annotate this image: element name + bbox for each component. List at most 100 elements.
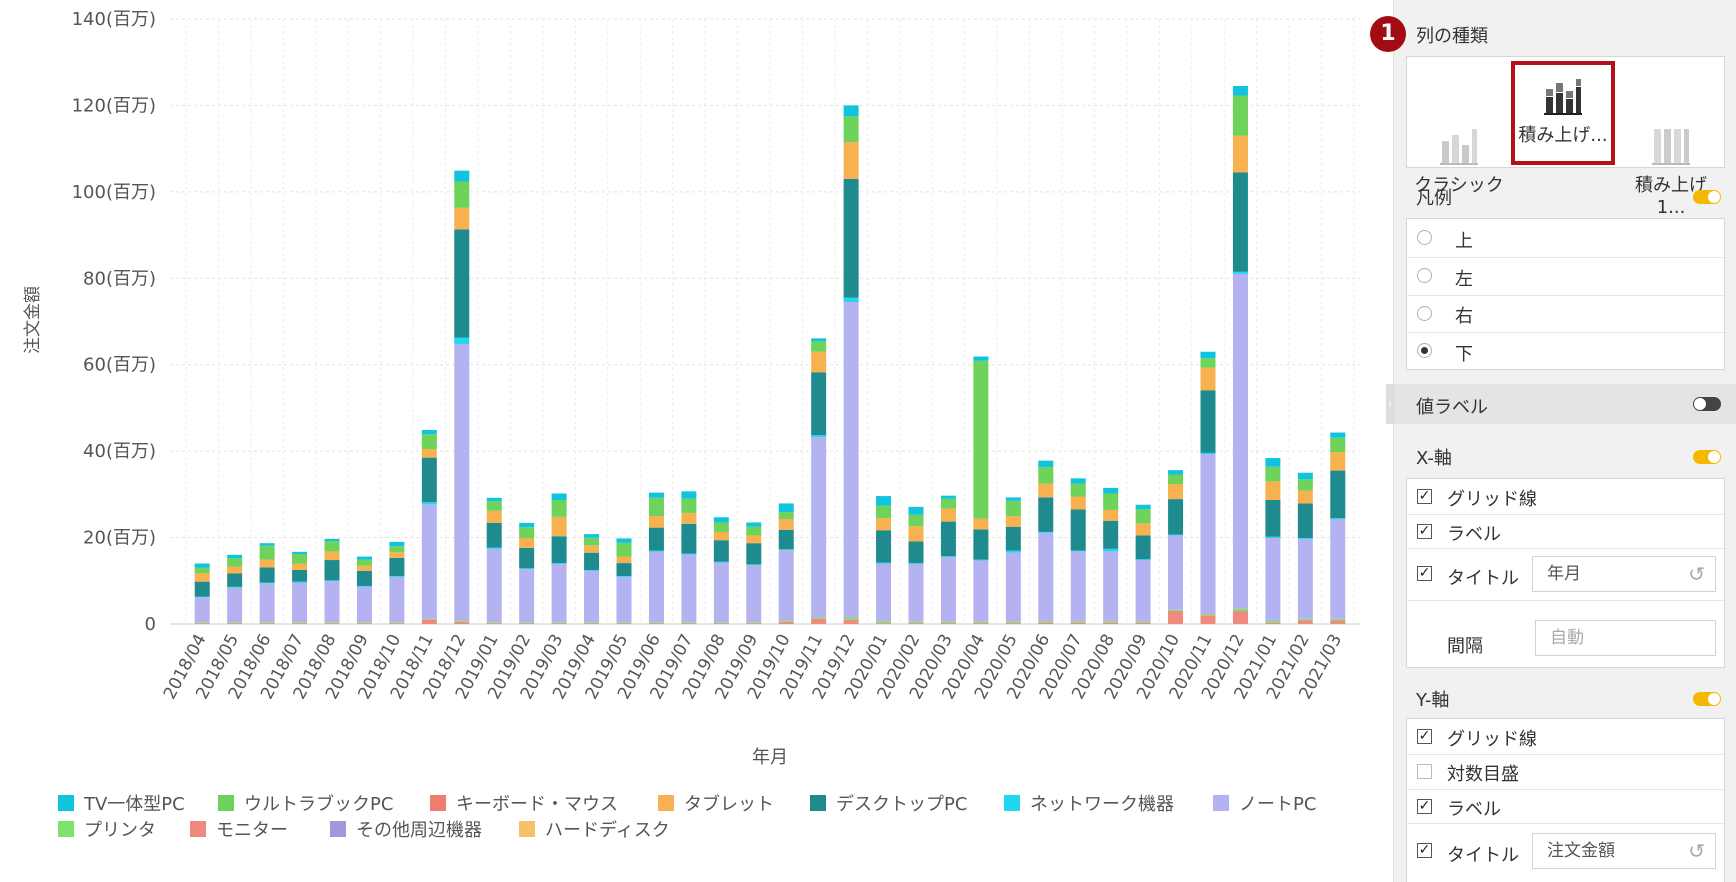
legend-item[interactable]: キーボード・マウス	[430, 790, 618, 816]
radio-bottom[interactable]	[1417, 343, 1432, 358]
bar-segment	[1232, 85, 1248, 96]
y-axis-toggle[interactable]	[1693, 692, 1721, 706]
bar-segment	[1005, 497, 1021, 501]
legend-item[interactable]: TV一体型PC	[58, 790, 185, 816]
bar-segment	[551, 623, 567, 624]
bar-segment	[908, 514, 924, 527]
bar-segment	[778, 512, 794, 519]
legend-toggle[interactable]	[1693, 190, 1721, 204]
bar-segment	[454, 170, 470, 182]
legend-label: タブレット	[684, 794, 774, 815]
y-title-checkbox[interactable]: ✓	[1417, 842, 1432, 858]
radio-top[interactable]	[1417, 230, 1432, 245]
bar-segment	[876, 562, 892, 564]
collapse-handle[interactable]: ›	[1386, 384, 1394, 424]
x-interval-input[interactable]: 自動	[1535, 620, 1716, 656]
reset-icon[interactable]: ↺	[1688, 839, 1705, 863]
bar-segment	[259, 545, 275, 560]
bar-segment	[1330, 518, 1346, 520]
bar-segment	[648, 623, 664, 624]
legend-item[interactable]: ネットワーク機器	[1004, 790, 1174, 816]
bar-segment	[1168, 535, 1184, 610]
legend-item[interactable]: その他周辺機器	[330, 816, 482, 842]
y-log-row[interactable]: 対数目盛	[1407, 754, 1724, 790]
bar-segment	[389, 623, 405, 624]
bar-segment	[519, 569, 535, 623]
x-label-checkbox[interactable]: ✓	[1417, 523, 1432, 539]
radio-right[interactable]	[1417, 306, 1432, 321]
bar-segment	[778, 620, 794, 622]
y-log-checkbox[interactable]	[1417, 764, 1432, 779]
reset-icon[interactable]: ↺	[1688, 562, 1705, 586]
legend-option-right[interactable]: 右	[1407, 295, 1724, 333]
y-tick-label: 140(百万)	[72, 9, 156, 30]
bar-segment	[227, 554, 243, 559]
y-label-checkbox[interactable]: ✓	[1417, 798, 1432, 814]
y-title-input[interactable]: 注文金額 ↺	[1532, 833, 1716, 869]
bar-segment	[1005, 623, 1021, 624]
legend-option-left[interactable]: 左	[1407, 257, 1724, 296]
x-label-row[interactable]: ✓ ラベル	[1407, 514, 1724, 549]
bar-segment	[1200, 358, 1216, 368]
bar-segment	[616, 563, 632, 577]
bar-segment	[681, 491, 697, 499]
bar-segment	[551, 499, 567, 517]
column-type-classic[interactable]: クラシック	[1407, 115, 1511, 221]
y-tick-label: 100(百万)	[72, 182, 156, 203]
radio-left[interactable]	[1417, 268, 1432, 283]
legend-label: ネットワーク機器	[1030, 794, 1174, 815]
bar-segment	[1103, 487, 1119, 494]
bar-segment	[1232, 135, 1248, 173]
column-type-stacked[interactable]: 積み上げ...	[1511, 61, 1615, 165]
bar-segment	[1135, 560, 1151, 622]
y-label-label: ラベル	[1447, 799, 1501, 820]
bar-segment	[746, 623, 762, 624]
legend-item[interactable]: プリンタ	[58, 816, 156, 842]
bar-segment	[1200, 454, 1216, 615]
bar-segment	[648, 515, 664, 528]
bar-segment	[194, 597, 210, 623]
legend-item[interactable]: モニター	[190, 816, 288, 842]
bar-segment	[1070, 551, 1086, 622]
bar-segment	[194, 622, 210, 624]
y-title-value: 注文金額	[1547, 841, 1615, 861]
value-label-row: 値ラベル	[1394, 384, 1736, 424]
x-title-checkbox[interactable]: ✓	[1417, 565, 1432, 581]
x-grid-checkbox[interactable]: ✓	[1417, 488, 1432, 504]
bar-segment	[1070, 622, 1086, 624]
bar-segment	[584, 552, 600, 570]
bar-segment	[1168, 470, 1184, 475]
y-label-row[interactable]: ✓ ラベル	[1407, 789, 1724, 824]
bar-segment	[486, 497, 502, 502]
bar-segment	[1038, 460, 1054, 468]
bar-segment	[616, 538, 632, 543]
bar-segment	[389, 552, 405, 558]
legend-option-bottom[interactable]: 下	[1407, 332, 1724, 370]
bar-segment	[876, 518, 892, 531]
value-label-toggle[interactable]	[1693, 397, 1721, 411]
x-grid-row[interactable]: ✓ グリッド線	[1407, 479, 1724, 515]
bar-segment	[551, 622, 567, 624]
x-axis-toggle[interactable]	[1693, 450, 1721, 464]
legend-item[interactable]: ウルトラブックPC	[218, 790, 393, 816]
bar-segment	[1135, 621, 1151, 623]
bar-segment	[973, 356, 989, 361]
x-title-input[interactable]: 年月 ↺	[1532, 556, 1716, 592]
legend-option-top[interactable]: 上	[1407, 219, 1724, 258]
legend-label: モニター	[216, 820, 288, 841]
legend-item[interactable]: デスクトップPC	[810, 790, 967, 816]
legend-item[interactable]: ノートPC	[1213, 790, 1316, 816]
column-type-classic-label: クラシック	[1414, 175, 1504, 196]
bar-segment	[1232, 611, 1248, 624]
y-grid-checkbox[interactable]: ✓	[1417, 728, 1432, 744]
bar-segment	[648, 492, 664, 498]
column-type-stacked-100[interactable]: 積み上げ 1...	[1619, 115, 1723, 221]
bar-segment	[1265, 458, 1281, 467]
bar-segment	[1038, 467, 1054, 484]
bar-segment	[1103, 621, 1119, 623]
bar-segment	[1232, 271, 1248, 274]
legend-item[interactable]: ハードディスク	[519, 816, 670, 842]
y-grid-row[interactable]: ✓ グリッド線	[1407, 719, 1724, 755]
bar-segment	[1265, 481, 1281, 500]
legend-item[interactable]: タブレット	[658, 790, 774, 816]
